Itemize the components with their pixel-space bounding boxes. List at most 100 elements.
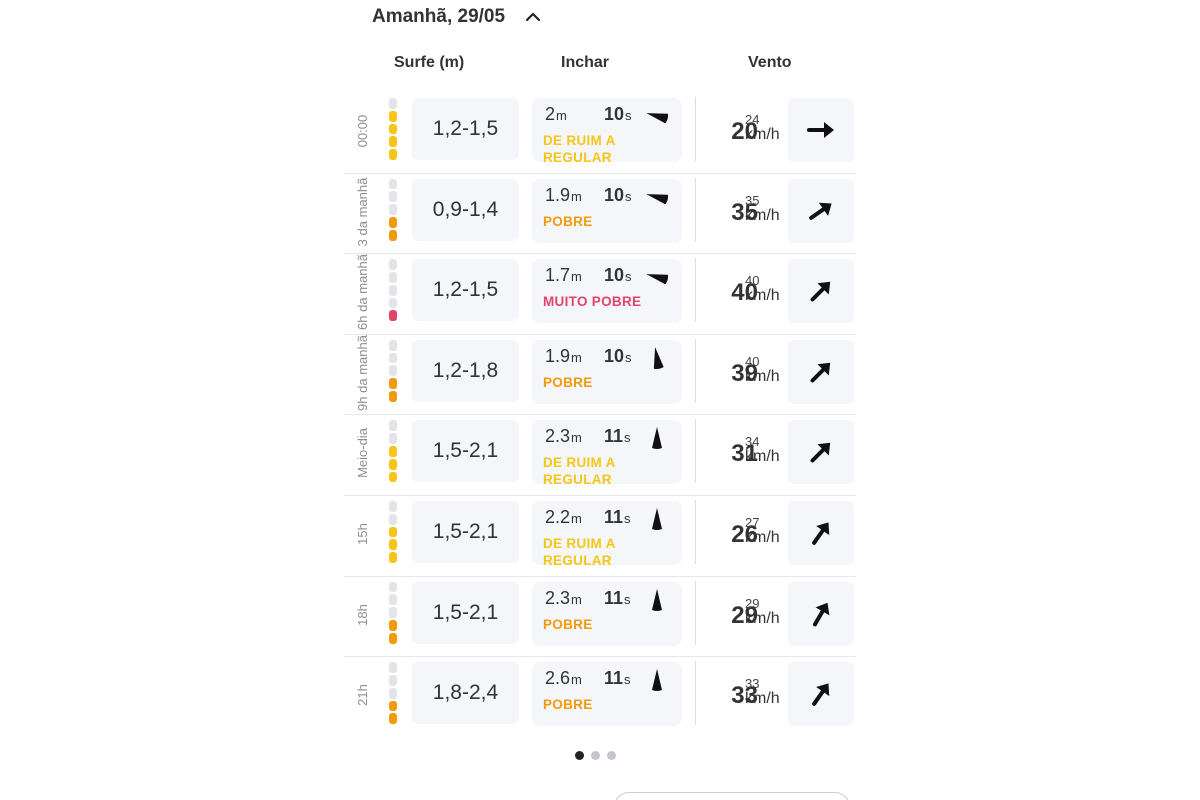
wind-unit: km/h bbox=[745, 126, 780, 143]
meter-segment bbox=[389, 445, 397, 457]
quality-meter bbox=[389, 98, 397, 160]
next-section-pill-cutoff[interactable] bbox=[614, 792, 850, 800]
chevron-up-icon[interactable] bbox=[523, 7, 543, 27]
swell-direction-icon bbox=[652, 507, 662, 530]
swell-height-unit: m bbox=[571, 269, 582, 285]
wind-cell: 35 35 km/h bbox=[696, 179, 786, 241]
forecast-row[interactable]: 18h 1,5-2,1 2.3m 11s POBRE 29 29 km/h bbox=[344, 575, 856, 657]
quality-meter bbox=[389, 339, 397, 402]
meter-segment bbox=[389, 310, 397, 322]
forecast-row[interactable]: 00:00 1,2-1,5 2m 10s DE RUIM A REGULAR 2… bbox=[344, 92, 856, 173]
meter-segment bbox=[389, 178, 397, 190]
surf-height: 1,5-2,1 bbox=[412, 581, 519, 644]
swell-period-value: 11 bbox=[604, 587, 624, 608]
swell-height-unit: m bbox=[571, 672, 582, 688]
time-label: 3 da manhã bbox=[355, 177, 370, 246]
meter-segment bbox=[389, 539, 397, 551]
forecast-row[interactable]: Meio-dia 1,5-2,1 2.3m 11s DE RUIM A REGU… bbox=[344, 414, 856, 495]
wind-direction-box bbox=[788, 581, 854, 646]
swell-height-value: 2.3 bbox=[545, 426, 571, 447]
swell-period: 10s bbox=[604, 185, 632, 206]
wind-direction-arrow-icon bbox=[807, 122, 834, 138]
swell-period-value: 10 bbox=[604, 184, 625, 205]
pagination-dots[interactable] bbox=[575, 751, 616, 760]
wind-cell: 40 40 km/h bbox=[696, 259, 786, 321]
swell-period-unit: s bbox=[625, 349, 632, 365]
meter-segment bbox=[389, 149, 397, 160]
column-divider bbox=[695, 661, 696, 726]
wind-gust: 33 bbox=[745, 676, 760, 692]
time-cell: 6h da manhã bbox=[345, 254, 381, 330]
swell-direction-icon bbox=[646, 193, 669, 205]
swell-period: 10s bbox=[604, 346, 632, 367]
column-header-surf: Surfe (m) bbox=[394, 54, 465, 71]
time-label: 15h bbox=[355, 523, 370, 545]
forecast-row[interactable]: 9h da manhã 1,2-1,8 1.9m 10s POBRE 39 40… bbox=[344, 333, 856, 415]
meter-segment bbox=[389, 284, 397, 296]
swell-cell: 1.9m 10s POBRE bbox=[532, 339, 682, 404]
swell-cell: 1.9m 10s POBRE bbox=[532, 178, 682, 243]
day-header[interactable]: Amanhã, 29/05 bbox=[372, 4, 543, 30]
swell-cell: 2.2m 11s DE RUIM A REGULAR bbox=[532, 500, 682, 568]
wind-direction-arrow-icon bbox=[812, 522, 830, 545]
meter-segment bbox=[389, 98, 397, 109]
wind-direction-arrow-icon bbox=[812, 683, 830, 706]
swell-height-value: 1.9 bbox=[545, 184, 571, 205]
swell-height-value: 2 bbox=[545, 104, 556, 124]
wind-unit: km/h bbox=[745, 448, 780, 466]
wind-gust: 29 bbox=[745, 595, 760, 611]
quality-meter bbox=[389, 259, 397, 322]
meter-segment bbox=[389, 378, 397, 389]
wind-unit: km/h bbox=[745, 528, 780, 546]
forecast-table: 00:00 1,2-1,5 2m 10s DE RUIM A REGULAR 2… bbox=[344, 92, 856, 737]
swell-period-value: 10 bbox=[604, 345, 625, 366]
column-divider bbox=[695, 580, 696, 645]
swell-period-value: 11 bbox=[604, 668, 624, 689]
surf-quality-label: POBRE bbox=[543, 616, 593, 632]
wind-speed: 26 bbox=[731, 520, 758, 548]
wind-direction-arrow-icon bbox=[813, 602, 830, 626]
pagination-dot[interactable] bbox=[591, 751, 600, 760]
wind-speed: 39 bbox=[731, 359, 758, 387]
time-label: 18h bbox=[355, 603, 370, 626]
swell-period-unit: s bbox=[624, 591, 631, 607]
meter-segment bbox=[389, 526, 397, 538]
surf-quality-label: DE RUIM A REGULAR bbox=[543, 535, 616, 568]
swell-period: 11s bbox=[604, 507, 631, 528]
forecast-row[interactable]: 6h da manhã 1,2-1,5 1.7m 10s MUITO POBRE… bbox=[344, 253, 856, 334]
forecast-row[interactable]: 21h 1,8-2,4 2.6m 11s POBRE 33 33 km/h bbox=[344, 656, 856, 737]
swell-cell: 2.3m 11s DE RUIM A REGULAR bbox=[532, 420, 682, 487]
wind-gust: 35 bbox=[745, 192, 760, 208]
meter-segment bbox=[389, 271, 397, 283]
wind-unit: km/h bbox=[745, 206, 780, 224]
swell-period-unit: s bbox=[625, 108, 632, 123]
forecast-row[interactable]: 3 da manhã 0,9-1,4 1.9m 10s POBRE 35 35 … bbox=[344, 172, 856, 254]
swell-height: 2.2m bbox=[545, 507, 582, 528]
wind-speed: 35 bbox=[731, 198, 758, 226]
swell-height-value: 2.2 bbox=[545, 506, 571, 527]
pagination-dot[interactable] bbox=[575, 751, 584, 760]
swell-height: 1.9m bbox=[545, 185, 582, 206]
swell-height: 2.6m bbox=[545, 668, 582, 689]
surf-quality-label: POBRE bbox=[543, 213, 593, 229]
surf-quality-label: POBRE bbox=[543, 374, 593, 390]
swell-period-value: 11 bbox=[604, 506, 624, 527]
meter-segment bbox=[389, 229, 397, 241]
pagination-dot[interactable] bbox=[607, 751, 616, 760]
row-divider bbox=[344, 656, 856, 658]
surf-height: 1,8-2,4 bbox=[412, 662, 519, 725]
meter-segment bbox=[389, 500, 397, 512]
time-cell: 00:00 bbox=[345, 98, 381, 164]
swell-height-unit: m bbox=[556, 108, 567, 123]
forecast-row[interactable]: 15h 1,5-2,1 2.2m 11s DE RUIM A REGULAR 2… bbox=[344, 494, 856, 576]
row-divider bbox=[344, 414, 856, 416]
swell-height: 2m bbox=[545, 104, 567, 125]
wind-gust: 40 bbox=[745, 273, 760, 289]
swell-period-unit: s bbox=[624, 430, 631, 446]
swell-period: 11s bbox=[604, 668, 631, 689]
swell-height-value: 1.7 bbox=[545, 265, 571, 286]
meter-segment bbox=[389, 420, 397, 432]
wind-cell: 39 40 km/h bbox=[696, 340, 786, 402]
wind-cell: 31 34 km/h bbox=[696, 420, 786, 482]
row-divider bbox=[344, 172, 856, 174]
